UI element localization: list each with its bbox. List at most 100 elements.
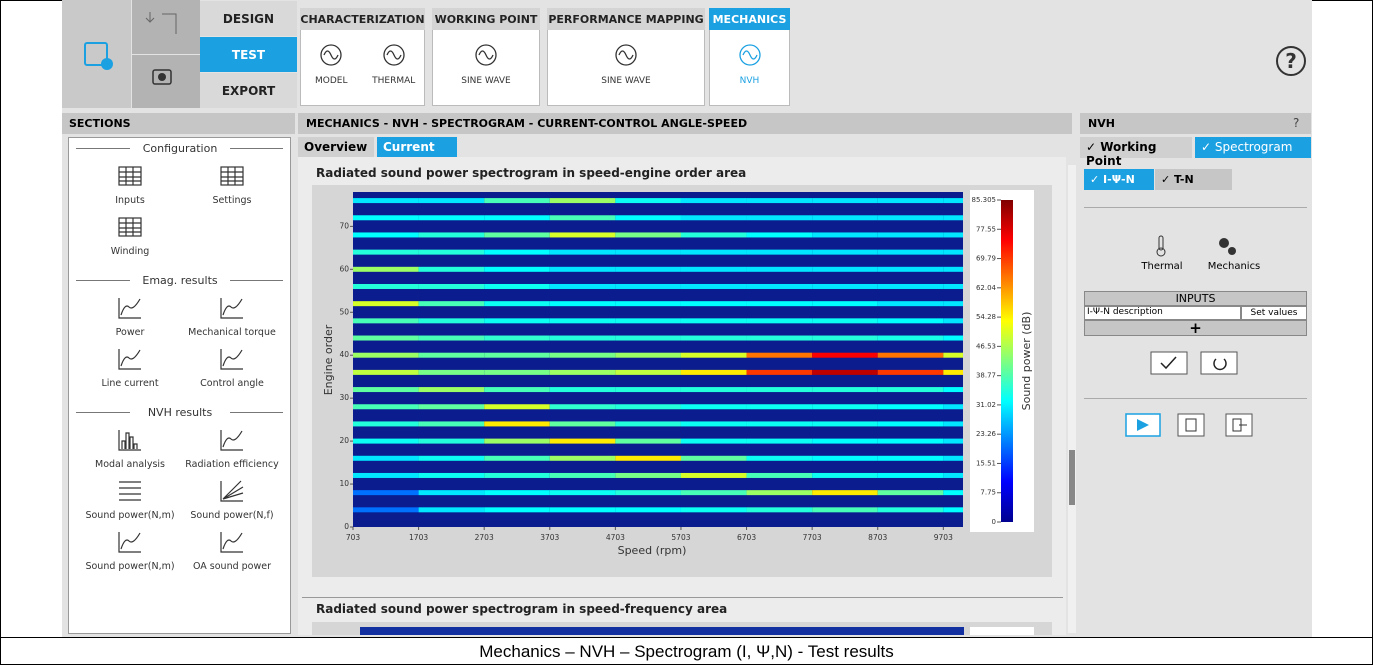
- tn-tab[interactable]: ✓ T-N: [1155, 169, 1232, 190]
- snapshot-button[interactable]: [131, 54, 200, 108]
- icon-wave: [741, 50, 758, 60]
- tab-title[interactable]: PERFORMANCE MAPPING: [547, 8, 705, 30]
- section-icon[interactable]: [216, 163, 248, 189]
- heatmap-cell: [680, 455, 747, 461]
- file-icons: [84, 12, 177, 85]
- y-tick-label: 60: [339, 264, 349, 273]
- heatmap-cell: [615, 404, 681, 410]
- tab-item[interactable]: NVH: [739, 76, 760, 86]
- section-icon[interactable]: [216, 529, 248, 555]
- section-icon[interactable]: [114, 478, 146, 504]
- heatmap-cell: [615, 455, 681, 461]
- section-icon[interactable]: [114, 529, 146, 555]
- section-item[interactable]: OA sound power: [192, 560, 272, 572]
- section-item[interactable]: Control angle: [200, 377, 264, 389]
- ipsin-tab[interactable]: ✓ I-Ψ-N: [1084, 169, 1154, 190]
- scrollbar-thumb[interactable]: [1069, 450, 1075, 505]
- section-item[interactable]: Modal analysis: [95, 458, 165, 470]
- thermal-label[interactable]: Thermal: [1141, 260, 1183, 272]
- section-icon[interactable]: [216, 478, 248, 504]
- heatmap-cell: [746, 421, 813, 427]
- tab-icon[interactable]: [472, 40, 500, 70]
- help-button[interactable]: ?: [1276, 46, 1306, 76]
- section-icon[interactable]: [114, 346, 146, 372]
- section-item[interactable]: Inputs: [115, 194, 145, 206]
- nvh-help[interactable]: ?: [1293, 116, 1300, 130]
- heatmap-cell: [615, 266, 681, 272]
- section-item[interactable]: Power: [115, 326, 145, 338]
- icon-ring: [615, 44, 637, 66]
- add-input[interactable]: +: [1084, 319, 1307, 337]
- action-buttons[interactable]: [1150, 350, 1250, 378]
- tab-title[interactable]: WORKING POINT: [432, 8, 540, 30]
- section-item[interactable]: Radiation efficiency: [185, 458, 279, 470]
- tab-icon[interactable]: [317, 40, 345, 70]
- section-icon[interactable]: [216, 427, 248, 453]
- tab-title[interactable]: MECHANICS: [709, 8, 790, 30]
- overview-tab[interactable]: Overview: [298, 137, 374, 157]
- i: [220, 349, 243, 370]
- heatmap-cell: [615, 472, 681, 478]
- y-tick-label: 50: [339, 307, 349, 316]
- heatmap-cell: [549, 455, 616, 461]
- section-icon[interactable]: [114, 163, 146, 189]
- tab-icon[interactable]: [736, 40, 764, 70]
- section-item[interactable]: Mechanical torque: [188, 326, 276, 338]
- section-item[interactable]: Line current: [101, 377, 159, 389]
- icon-ring: [383, 44, 405, 66]
- tab-item[interactable]: SINE WAVE: [461, 76, 511, 86]
- heatmap-cell: [418, 472, 485, 478]
- section-item[interactable]: Sound power(N,m): [85, 560, 175, 572]
- colorbar-tick-label: 15.51: [976, 459, 996, 467]
- section-icon[interactable]: [114, 295, 146, 321]
- current-tab[interactable]: Current: [377, 137, 457, 157]
- heatmap-cell: [746, 318, 813, 324]
- heatmap-cell: [549, 198, 616, 204]
- heatmap-cell: [549, 318, 616, 324]
- heatmap-cell: [615, 198, 681, 204]
- heatmap-cell: [812, 438, 878, 444]
- section-icon[interactable]: [216, 295, 248, 321]
- heatmap-cell: [418, 387, 485, 393]
- spectrogram-tab[interactable]: ✓ Spectrogram: [1195, 137, 1311, 158]
- section-icon[interactable]: [114, 427, 146, 453]
- mode-button[interactable]: DESIGN: [200, 0, 297, 36]
- x-tick-label: 7703: [803, 533, 822, 542]
- tab-icon[interactable]: [380, 40, 408, 70]
- heatmap-cell: [943, 490, 963, 496]
- heatmap-cell: [746, 369, 813, 375]
- tab-icon[interactable]: [612, 40, 640, 70]
- undo-button[interactable]: [131, 0, 200, 54]
- mode-button[interactable]: EXPORT: [200, 72, 297, 108]
- heatmap-cell: [746, 266, 813, 272]
- heatmap-cell: [943, 318, 963, 324]
- divider: [1084, 207, 1307, 208]
- set-values[interactable]: Set values: [1241, 306, 1307, 320]
- tab-item[interactable]: MODEL: [315, 76, 348, 86]
- heatmap-cell: [877, 198, 944, 204]
- colorbar-tick-label: 54.28: [976, 313, 996, 321]
- x-tick-label: 5703: [671, 533, 690, 542]
- mechanics-label[interactable]: Mechanics: [1207, 260, 1261, 272]
- tab-title[interactable]: CHARACTERIZATION: [300, 8, 425, 30]
- colorbar: [1001, 200, 1013, 522]
- tab-item[interactable]: THERMAL: [372, 76, 416, 86]
- section-icon[interactable]: [114, 214, 146, 240]
- run-buttons[interactable]: [1125, 412, 1295, 440]
- heatmap-cell: [746, 215, 813, 221]
- section-item[interactable]: Sound power(N,f): [190, 509, 274, 521]
- mode-button[interactable]: TEST: [200, 36, 297, 72]
- tab-item[interactable]: SINE WAVE: [601, 76, 651, 86]
- section-item[interactable]: Winding: [110, 245, 150, 257]
- heatmap-cell: [680, 404, 747, 410]
- section-item[interactable]: Sound power(N,m): [85, 509, 175, 521]
- heatmap-cell: [615, 301, 681, 307]
- colorbar-tick-label: 38.77: [976, 372, 996, 380]
- section-icon[interactable]: [216, 346, 248, 372]
- working-point-tab[interactable]: ✓ Working Point: [1080, 137, 1192, 168]
- heatmap-cell: [812, 266, 878, 272]
- heatmap-cell: [549, 283, 616, 289]
- scrollbar-track[interactable]: [1068, 165, 1076, 633]
- section-item[interactable]: Settings: [212, 194, 252, 206]
- heatmap-cell: [812, 232, 878, 238]
